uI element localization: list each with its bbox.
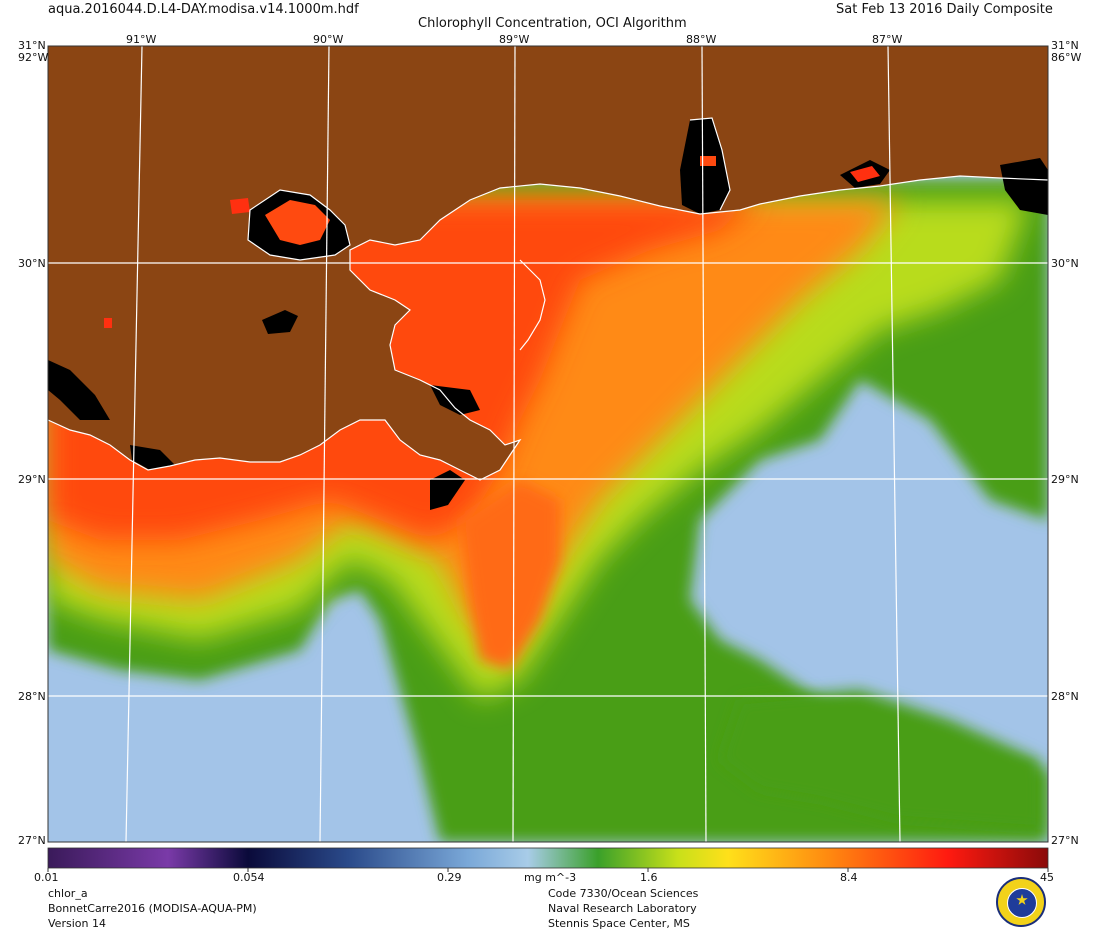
footer-product: chlor_a	[48, 887, 88, 900]
corner-label-left-lon: 92°W	[18, 51, 49, 64]
lat-label-30n-right: 30°N	[1051, 257, 1079, 270]
meridian-91w	[125, 45, 143, 843]
lat-label-28n-right: 28°N	[1051, 690, 1079, 703]
pensacola-chl	[850, 166, 880, 182]
river-plume	[460, 480, 560, 670]
footer-lab: Naval Research Laboratory	[548, 902, 697, 915]
seal-star-icon	[1016, 894, 1028, 905]
composite-date: Sat Feb 13 2016 Daily Composite	[836, 2, 1053, 17]
lon-label-91w: 91°W	[126, 33, 157, 46]
corner-label-top-right: 31°N	[1051, 39, 1079, 52]
footer-dataset: BonnetCarre2016 (MODISA-AQUA-PM)	[48, 902, 257, 915]
lake-chl	[265, 200, 330, 245]
river-mouth-no-data	[430, 470, 465, 510]
land	[48, 46, 1048, 480]
small-lake-no-data	[262, 310, 298, 334]
choctaw-no-data	[1000, 158, 1048, 215]
cbar-label-0.29: 0.29	[437, 871, 462, 884]
map-frame	[47, 45, 1049, 843]
meridian-89w	[512, 45, 516, 843]
map-raster	[48, 46, 1048, 842]
seal-inner-icon	[1007, 888, 1037, 918]
map-title: Chlorophyll Concentration, OCI Algorithm	[418, 16, 687, 31]
meridian-88w	[701, 45, 707, 843]
lon-label-90w: 90°W	[313, 33, 344, 46]
lat-label-29n-left: 29°N	[18, 473, 46, 486]
west-no-data	[48, 360, 110, 420]
chandeleur-islands	[519, 259, 546, 351]
nrl-seal-icon	[996, 877, 1046, 927]
lat-label-30n-left: 30°N	[18, 257, 46, 270]
lon-label-89w: 89°W	[499, 33, 530, 46]
mobile-bay-chl	[700, 156, 716, 166]
file-name: aqua.2016044.D.L4-DAY.modisa.v14.1000m.h…	[48, 2, 359, 17]
graticule	[48, 45, 1048, 843]
marsh-no-data	[130, 445, 175, 470]
inland-chl-patch	[104, 318, 112, 328]
mobile-bay-shore	[689, 117, 731, 211]
lon-label-87w: 87°W	[872, 33, 903, 46]
footer-location: Stennis Space Center, MS	[548, 917, 690, 930]
corner-label-right-lon: 86°W	[1051, 51, 1082, 64]
coastline	[48, 175, 1048, 481]
meridian-87w	[887, 45, 901, 843]
cbar-label-1.6: 1.6	[640, 871, 658, 884]
inland-chl-patch-2	[230, 198, 250, 214]
green-filaments	[720, 690, 1040, 830]
corner-label-bottom-left: 27°N	[18, 834, 46, 847]
lat-label-28n-left: 28°N	[18, 690, 46, 703]
footer-code: Code 7330/Ocean Sciences	[548, 887, 699, 900]
lat-label-29n-right: 29°N	[1051, 473, 1079, 486]
cbar-units: mg m^-3	[524, 871, 577, 884]
footer-version: Version 14	[48, 917, 106, 930]
meridian-90w	[319, 45, 330, 843]
cbar-label-45: 45	[1040, 871, 1054, 884]
cbar-label-8.4: 8.4	[840, 871, 858, 884]
corner-label-bottom-right: 27°N	[1051, 834, 1079, 847]
lake-shore	[247, 189, 351, 261]
cbar-label-0.01: 0.01	[34, 871, 59, 884]
lon-label-88w: 88°W	[686, 33, 717, 46]
colorbar	[47, 847, 1049, 869]
corner-label-top-left: 31°N	[18, 39, 46, 52]
cbar-label-0.054: 0.054	[233, 871, 265, 884]
colorbar-ticks	[47, 868, 1049, 872]
